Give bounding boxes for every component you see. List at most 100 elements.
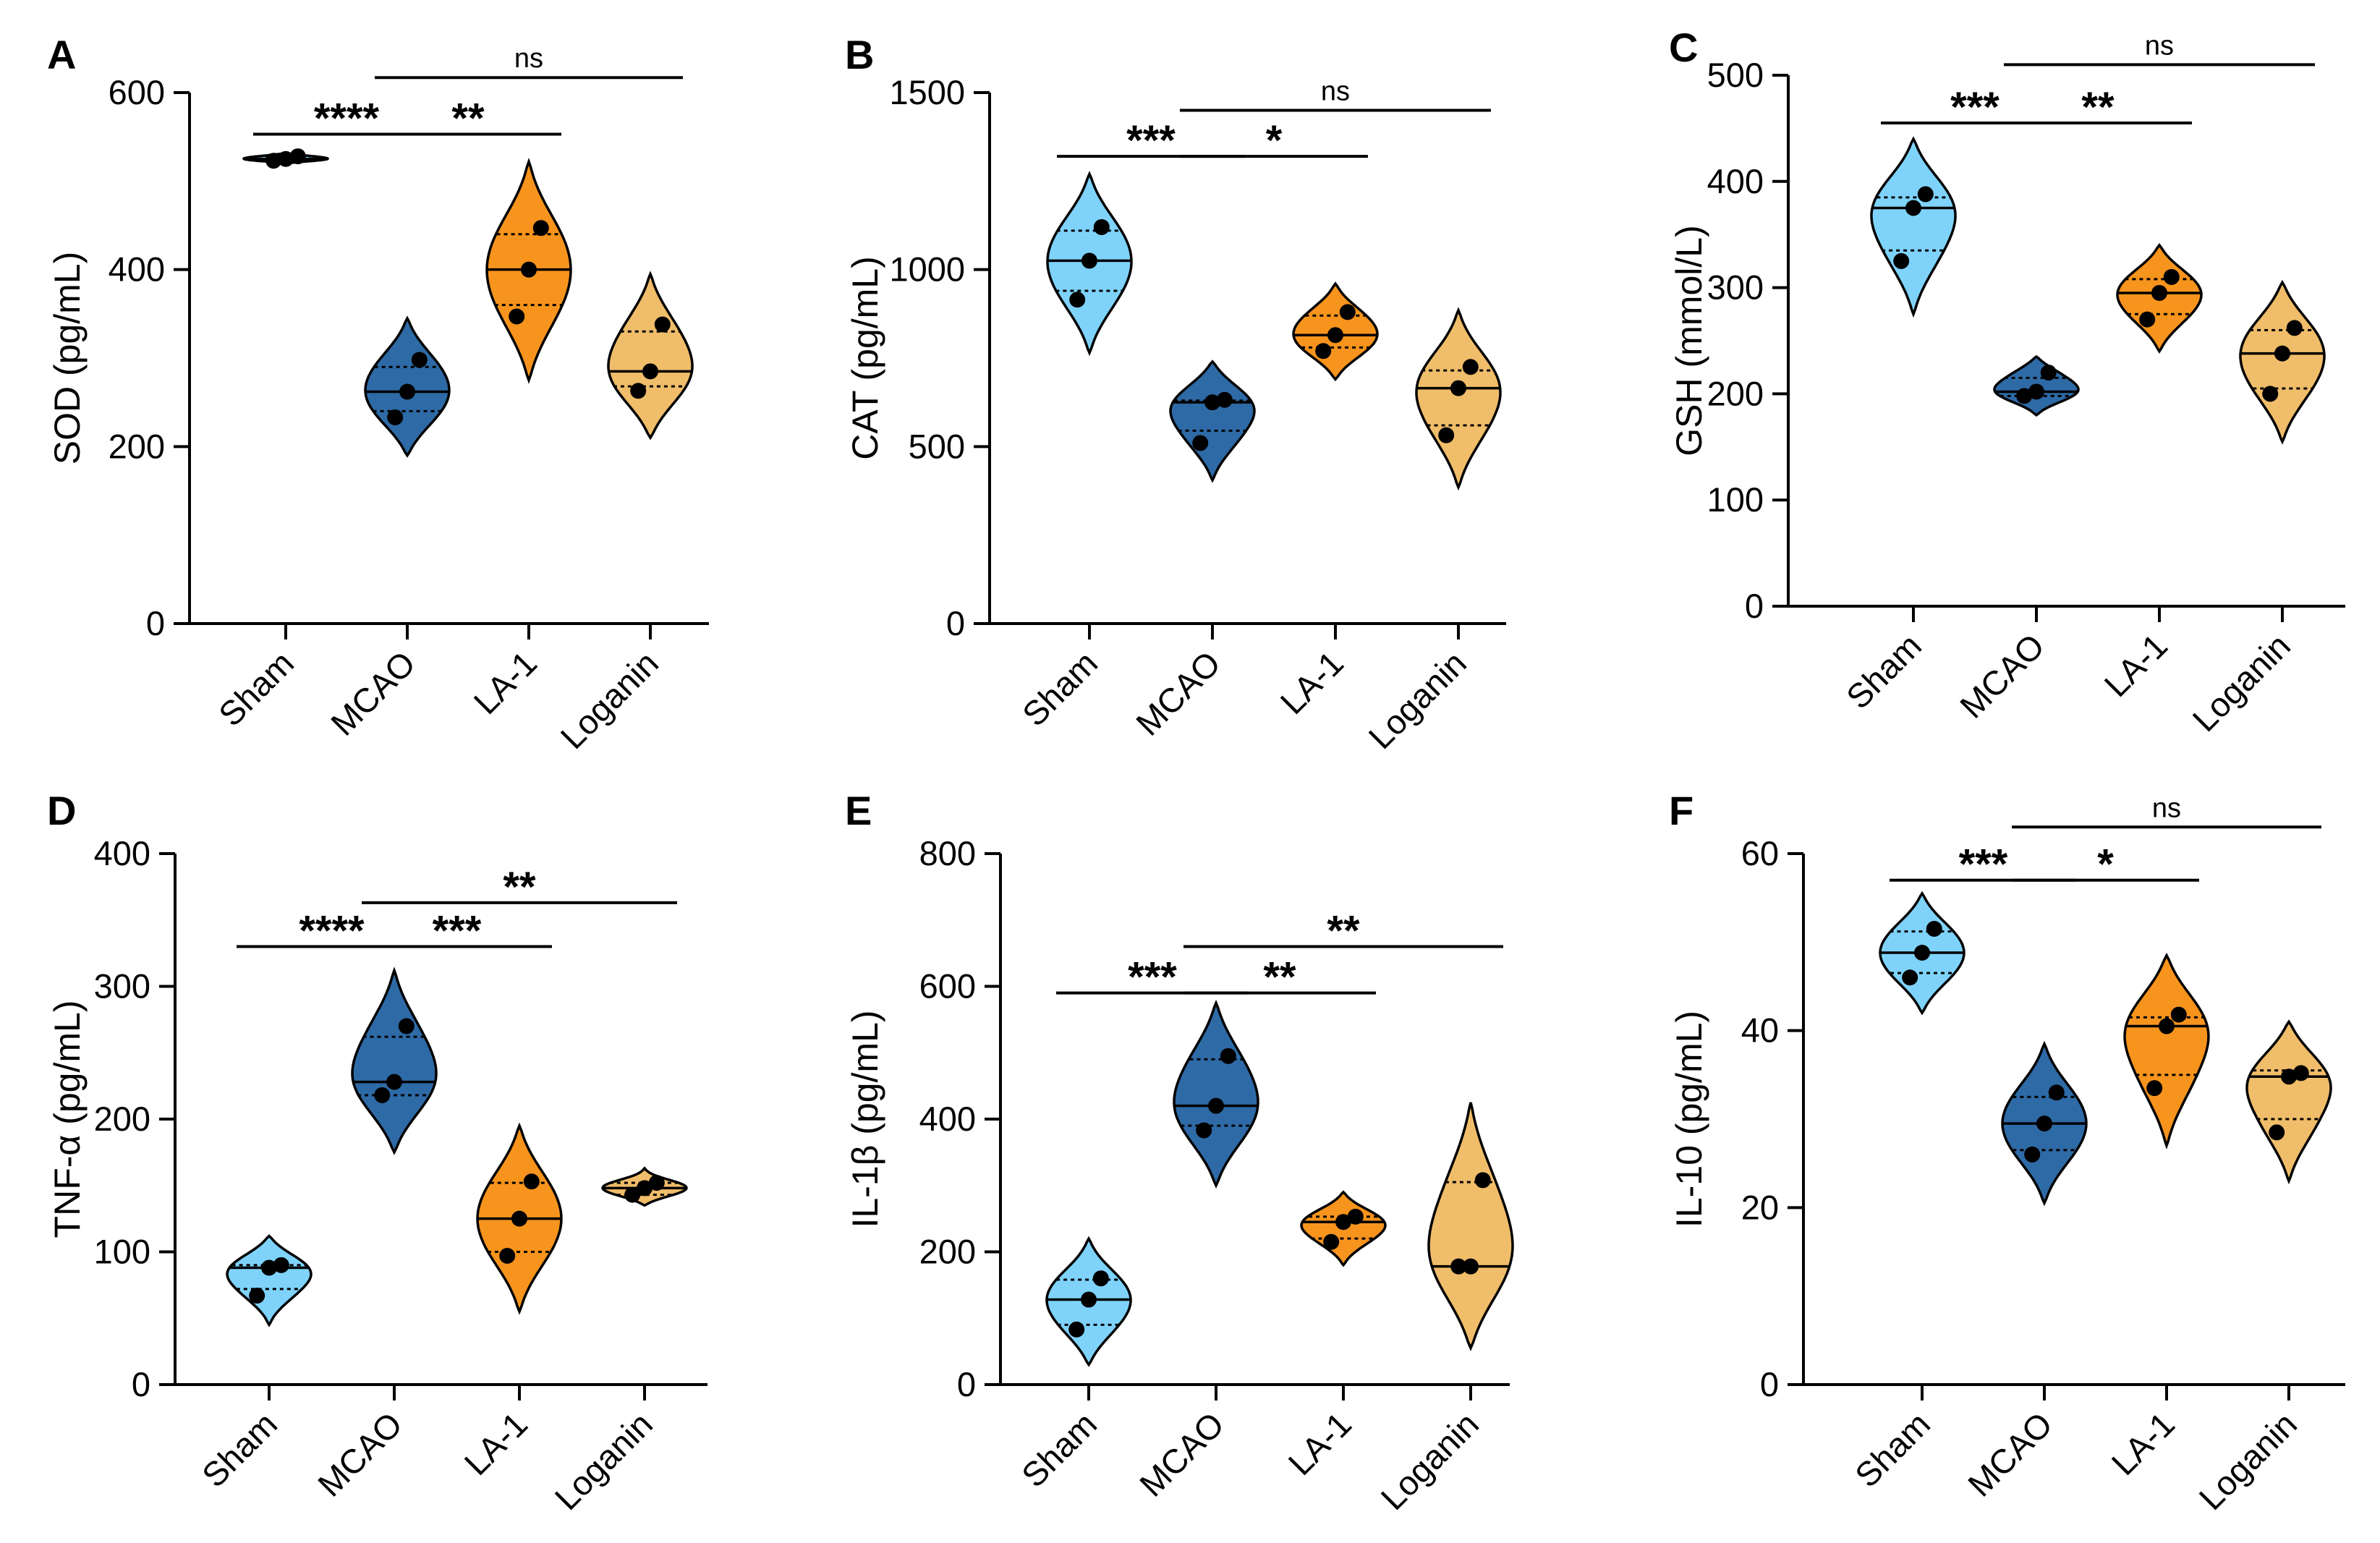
violin-mcao [1169, 360, 1256, 483]
data-point [1926, 920, 1942, 937]
violin-mcao [351, 966, 438, 1155]
y-tick-label: 0 [1760, 1365, 1779, 1403]
data-point [1196, 1122, 1212, 1139]
y-tick-label: 600 [919, 967, 976, 1006]
data-point [2170, 1006, 2187, 1023]
y-tick-label: 200 [919, 1233, 976, 1271]
data-point [1327, 327, 1343, 344]
data-point [1192, 435, 1209, 451]
data-point [654, 316, 671, 333]
y-axis-title: IL-10 (pg/mL) [1669, 1011, 1709, 1228]
data-point [1216, 391, 1233, 408]
y-tick-label: 400 [919, 1100, 976, 1138]
y-tick-label: 500 [909, 427, 965, 465]
panel-letter: E [845, 788, 872, 833]
panel-letter: B [845, 32, 874, 77]
data-point [2151, 284, 2167, 301]
x-tick-label: Loganin [1361, 644, 1474, 757]
significance-label: *** [1959, 841, 2008, 888]
x-tick-label: MCAO [1132, 1405, 1231, 1504]
y-tick-label: 400 [94, 834, 150, 872]
panel-D: D 0 100 200 300 400 TNF-α (pg/mL) Sham MCAO LA-1 L… [47, 788, 707, 1517]
data-point [2016, 388, 2033, 404]
panel-A: A 0 200 400 600 SOD (pg/mL) Sham MCAO LA-1 Logani… [47, 32, 709, 756]
y-tick-label: 1000 [889, 250, 965, 289]
significance-label: ns [2152, 793, 2181, 823]
significance-label: * [1266, 117, 1283, 164]
panel-B: B 0 500 1000 1500 CAT (pg/mL) Sham MCAO LA-1 Loga… [845, 32, 1506, 756]
x-tick-label: Sham [1839, 626, 1929, 716]
data-point [1347, 1208, 1364, 1225]
data-point [2292, 1065, 2309, 1081]
significance-label: ** [1263, 954, 1296, 1001]
data-point [1893, 252, 1910, 269]
significance-label: **** [299, 907, 365, 954]
data-point [249, 1288, 265, 1304]
data-point [2281, 1068, 2297, 1085]
y-tick-label: 0 [132, 1365, 150, 1403]
violin-loganin [1415, 307, 1502, 491]
y-tick-label: 400 [109, 250, 165, 289]
x-tick-label: Sham [1015, 644, 1105, 734]
significance-label: *** [1128, 954, 1177, 1001]
x-tick-label: Sham [195, 1405, 284, 1495]
x-tick-label: MCAO [310, 1405, 409, 1504]
data-point [2024, 1146, 2041, 1162]
data-point [1068, 1321, 1085, 1338]
data-point [2048, 1084, 2065, 1101]
x-tick-label: Sham [211, 644, 301, 734]
y-tick-label: 40 [1741, 1011, 1779, 1050]
y-tick-label: 60 [1741, 834, 1779, 872]
significance-label: ** [451, 95, 485, 142]
data-point [2036, 1115, 2052, 1132]
x-tick-label: Loganin [2191, 1405, 2304, 1518]
y-tick-label: 20 [1741, 1188, 1779, 1226]
y-tick-label: 0 [1745, 587, 1764, 625]
data-point [511, 1210, 527, 1227]
x-tick-label: Sham [1014, 1405, 1104, 1495]
data-point [2040, 365, 2057, 381]
significance-label: ns [2145, 30, 2174, 61]
x-tick-label: Loganin [1373, 1405, 1486, 1518]
x-tick-label: Loganin [547, 1405, 660, 1518]
y-tick-label: 500 [1707, 56, 1764, 94]
data-point [637, 1180, 653, 1196]
data-point [2286, 320, 2303, 336]
data-point [374, 1087, 391, 1103]
panel-letter: A [47, 32, 76, 77]
x-tick-label: LA-1 [2104, 1405, 2182, 1483]
x-tick-label: Loganin [2185, 626, 2298, 739]
y-tick-label: 0 [957, 1365, 976, 1403]
y-axis-title: TNF-α (pg/mL) [47, 1000, 88, 1238]
x-tick-label: MCAO [323, 644, 422, 743]
data-point [2139, 311, 2156, 328]
significance-label: ** [2081, 84, 2115, 131]
data-point [411, 352, 428, 368]
x-tick-label: LA-1 [456, 1405, 535, 1483]
data-point [278, 150, 294, 167]
data-point [1914, 945, 1930, 961]
data-point [265, 153, 282, 169]
data-point [499, 1248, 516, 1264]
significance-label: ns [514, 43, 543, 74]
y-tick-label: 100 [1707, 480, 1764, 519]
x-tick-label: LA-1 [1272, 644, 1351, 722]
y-tick-label: 300 [1707, 268, 1764, 307]
significance-label: ** [503, 864, 536, 911]
data-point [648, 1175, 665, 1191]
y-tick-label: 200 [1707, 374, 1764, 412]
y-tick-label: 1500 [889, 73, 965, 111]
data-point [2159, 1018, 2175, 1034]
x-tick-label: Loganin [553, 644, 666, 757]
data-point [1339, 304, 1356, 320]
y-tick-label: 400 [1707, 162, 1764, 200]
data-point [532, 220, 549, 237]
panel-E: E 0 200 400 600 800 IL-1β (pg/mL) Sham MCAO LA-1 L… [845, 788, 1514, 1518]
data-point [1474, 1172, 1491, 1189]
significance-label: **** [314, 95, 380, 142]
data-point [2274, 345, 2290, 362]
data-point [1902, 969, 1918, 986]
data-point [386, 1074, 402, 1090]
data-point [399, 383, 415, 400]
y-tick-label: 300 [94, 967, 150, 1006]
